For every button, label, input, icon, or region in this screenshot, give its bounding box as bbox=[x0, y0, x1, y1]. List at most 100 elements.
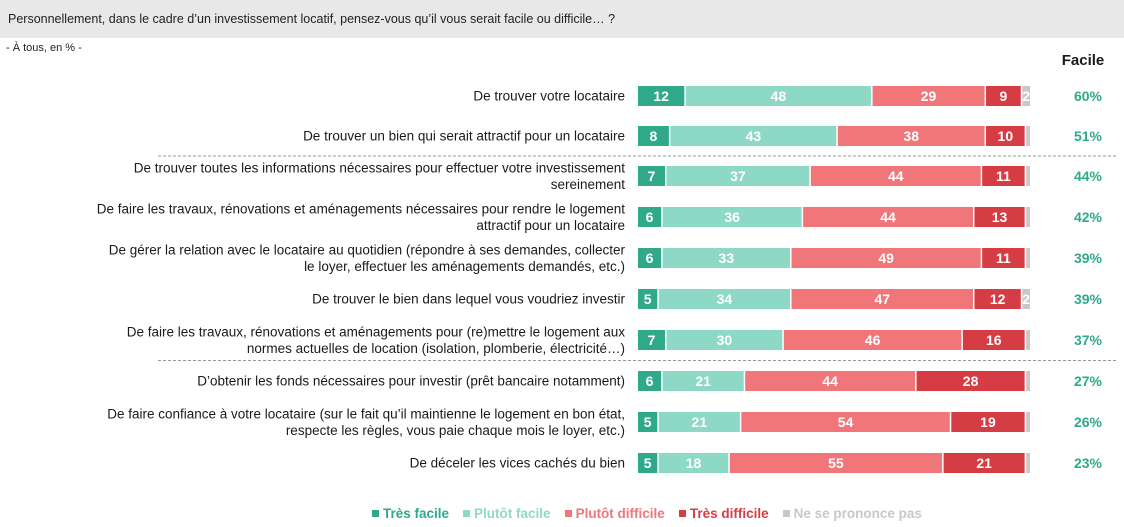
data-label: 9 bbox=[1000, 88, 1008, 104]
bar-segment-tres-difficile bbox=[916, 371, 1025, 391]
facile-total: 44% bbox=[1074, 168, 1103, 184]
question-header: Personnellement, dans le cadre d’un inve… bbox=[0, 0, 1124, 38]
bar-segment-plutot-difficile bbox=[745, 371, 916, 391]
data-label: 36 bbox=[724, 209, 740, 225]
data-label: 2 bbox=[1022, 291, 1030, 307]
legend-label: Plutôt difficile bbox=[575, 506, 665, 521]
category-label: sereinement bbox=[551, 177, 626, 192]
facile-total: 60% bbox=[1074, 88, 1103, 104]
data-label: 21 bbox=[976, 455, 992, 471]
base-note: - À tous, en % - bbox=[6, 42, 82, 54]
data-label: 33 bbox=[719, 250, 735, 266]
bar-segment-tres-facile bbox=[638, 412, 658, 432]
bar-segment-plutot-difficile bbox=[872, 86, 985, 106]
bar-segment-tres-difficile bbox=[974, 207, 1025, 227]
bar-segment-plutot-difficile bbox=[791, 248, 981, 268]
bar-segment-plutot-facile bbox=[685, 86, 872, 106]
data-label: 47 bbox=[874, 291, 890, 307]
data-label: 54 bbox=[838, 414, 854, 430]
data-label: 44 bbox=[822, 373, 838, 389]
bar-segment-plutot-facile bbox=[666, 166, 810, 186]
chart-legend: Très facile Plutôt facile Plutôt difficile… bbox=[372, 506, 922, 521]
legend-swatch bbox=[782, 510, 790, 517]
bar-segment-tres-facile bbox=[638, 248, 662, 268]
data-label: 19 bbox=[980, 414, 996, 430]
data-label: 2 bbox=[1022, 88, 1030, 104]
legend-item: Très difficile bbox=[678, 506, 769, 521]
bar-segment-tres-difficile bbox=[982, 248, 1025, 268]
data-label: 13 bbox=[992, 209, 1008, 225]
legend-label: Très difficile bbox=[689, 506, 769, 521]
legend-item: Plutôt difficile bbox=[564, 506, 665, 521]
data-label: 7 bbox=[648, 332, 656, 348]
facile-total: 39% bbox=[1074, 250, 1103, 266]
category-label: De faire confiance à votre locataire (su… bbox=[107, 406, 625, 421]
category-label: De faire les travaux, rénovations et amé… bbox=[127, 324, 625, 339]
bar-segment-plutot-facile bbox=[662, 371, 744, 391]
bar-segment-tres-difficile bbox=[982, 166, 1025, 186]
data-label: 29 bbox=[921, 88, 937, 104]
legend-label: Ne se prononce pas bbox=[793, 506, 922, 521]
category-label: De trouver un bien qui serait attractif … bbox=[303, 129, 625, 144]
bar-segment-tres-difficile bbox=[943, 453, 1025, 473]
legend-label: Très facile bbox=[383, 506, 450, 521]
legend-item: Très facile bbox=[372, 506, 449, 521]
data-label: 6 bbox=[646, 373, 654, 389]
data-label: 37 bbox=[730, 168, 746, 184]
facile-total: 51% bbox=[1074, 128, 1103, 144]
legend-swatch bbox=[564, 510, 572, 517]
bar-segment-nsp bbox=[1026, 248, 1030, 268]
category-label: normes actuelles de location (isolation,… bbox=[247, 341, 625, 356]
bar-segment-tres-difficile bbox=[974, 289, 1021, 309]
data-label: 34 bbox=[717, 291, 733, 307]
bar-segment-plutot-facile bbox=[662, 207, 802, 227]
category-label: le loyer, effectuer les aménagements dem… bbox=[304, 259, 625, 274]
data-label: 46 bbox=[865, 332, 881, 348]
category-label: De trouver le bien dans lequel vous voud… bbox=[312, 292, 625, 307]
question-text: Personnellement, dans le cadre d’un inve… bbox=[8, 12, 616, 26]
data-label: 6 bbox=[646, 209, 654, 225]
bar-segment-nsp bbox=[1026, 371, 1030, 391]
data-label: 7 bbox=[648, 168, 656, 184]
data-label: 18 bbox=[686, 455, 702, 471]
facile-total: 27% bbox=[1074, 373, 1103, 389]
data-label: 10 bbox=[998, 128, 1014, 144]
bar-segment-nsp bbox=[1026, 412, 1030, 432]
bar-segment-tres-facile bbox=[638, 453, 658, 473]
bar-segment-tres-difficile bbox=[986, 126, 1025, 146]
bar-segment-nsp bbox=[1026, 166, 1030, 186]
bar-segment-tres-facile bbox=[638, 126, 669, 146]
bar-segment-plutot-difficile bbox=[791, 289, 973, 309]
facile-total: 42% bbox=[1074, 209, 1103, 225]
bar-segment-plutot-difficile bbox=[729, 453, 943, 473]
bar-segment-tres-facile bbox=[638, 86, 685, 106]
facile-total: 37% bbox=[1074, 332, 1103, 348]
data-label: 44 bbox=[888, 168, 904, 184]
legend-swatch bbox=[678, 510, 686, 517]
data-label: 49 bbox=[878, 250, 894, 266]
category-label: D’obtenir les fonds nécessaires pour inv… bbox=[197, 374, 625, 389]
category-label: De trouver votre locataire bbox=[473, 89, 625, 104]
data-label: 48 bbox=[771, 88, 787, 104]
data-label: 21 bbox=[695, 373, 711, 389]
bar-segment-nsp bbox=[1026, 126, 1030, 146]
bar-segment-nsp bbox=[1022, 289, 1030, 309]
data-label: 21 bbox=[692, 414, 708, 430]
bar-segment-plutot-facile bbox=[666, 330, 783, 350]
category-label: De trouver toutes les informations néces… bbox=[134, 160, 625, 175]
bar-segment-tres-facile bbox=[638, 289, 658, 309]
category-label: De gérer la relation avec le locataire a… bbox=[109, 242, 626, 257]
bar-segment-plutot-facile bbox=[658, 412, 740, 432]
data-label: 12 bbox=[990, 291, 1006, 307]
bar-segment-plutot-difficile bbox=[803, 207, 973, 227]
bar-segment-plutot-difficile bbox=[783, 330, 962, 350]
bar-segment-nsp bbox=[1022, 86, 1030, 106]
category-label: De faire les travaux, rénovations et amé… bbox=[97, 201, 626, 216]
bar-segment-plutot-facile bbox=[670, 126, 837, 146]
bar-segment-plutot-difficile bbox=[810, 166, 981, 186]
bar-segment-tres-difficile bbox=[962, 330, 1025, 350]
legend-item: Plutôt facile bbox=[463, 506, 551, 521]
bar-segment-plutot-facile bbox=[662, 248, 791, 268]
bar-segment-tres-facile bbox=[638, 166, 666, 186]
data-label: 6 bbox=[646, 250, 654, 266]
